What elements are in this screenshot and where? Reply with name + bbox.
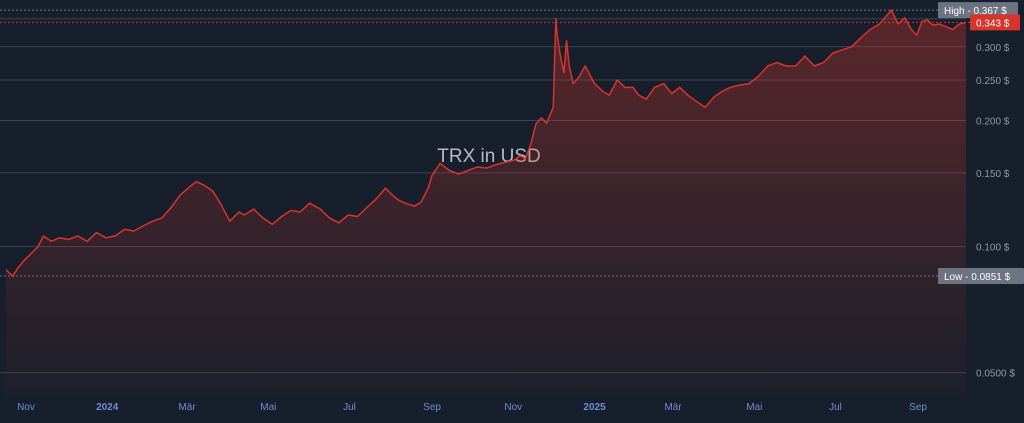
- high-badge-label: High - 0.367 $: [944, 6, 1007, 17]
- price-line: [5, 9, 967, 277]
- high-badge-bg: [938, 2, 1018, 19]
- y-axis-ticks: 0.0500 $ 0.100 $ 0.150 $ 0.200 $ 0.250 $ 0.30…: [976, 15, 1015, 380]
- price-badges: High - 0.367 $ Low - 0.0851 $ 0.343 $: [938, 2, 1024, 285]
- low-badge-label: Low - 0.0851 $: [944, 272, 1011, 283]
- x-tick-label: 2025: [583, 402, 606, 413]
- x-axis-ticks: Nov 2024 Mär Mai Jul Sep Nov 2025 Mär Mai Jul Sep: [17, 402, 927, 413]
- y-tick-label: 0.300 $: [976, 43, 1010, 54]
- current-price-badge: 0.343 $: [970, 14, 1020, 31]
- x-tick-label: Mär: [664, 402, 682, 413]
- x-tick-label: Sep: [909, 402, 927, 413]
- x-tick-label: Nov: [504, 402, 522, 413]
- current-price-badge-bg: [970, 14, 1020, 31]
- price-series: [5, 9, 967, 396]
- x-tick-label: Nov: [17, 402, 35, 413]
- x-tick-label: Sep: [423, 402, 441, 413]
- x-tick-label: Jul: [829, 402, 842, 413]
- high-badge: High - 0.367 $: [938, 2, 1018, 19]
- y-tick-label: 0.0500 $: [976, 369, 1015, 380]
- x-tick-label: Mai: [260, 402, 276, 413]
- price-area: [6, 10, 966, 396]
- y-tick-label: 0.100 $: [976, 243, 1010, 254]
- current-price-badge-label: 0.343 $: [976, 18, 1010, 29]
- y-tick-label: 0.250 $: [976, 76, 1010, 87]
- y-tick-label: 0.200 $: [976, 117, 1010, 128]
- x-tick-label: Mär: [178, 402, 196, 413]
- y-tick-label: 0.150 $: [976, 169, 1010, 180]
- x-tick-label: 2024: [96, 402, 119, 413]
- x-tick-label: Jul: [343, 402, 356, 413]
- x-tick-label: Mai: [746, 402, 762, 413]
- low-badge: Low - 0.0851 $: [938, 268, 1024, 285]
- low-badge-bg: [938, 268, 1024, 285]
